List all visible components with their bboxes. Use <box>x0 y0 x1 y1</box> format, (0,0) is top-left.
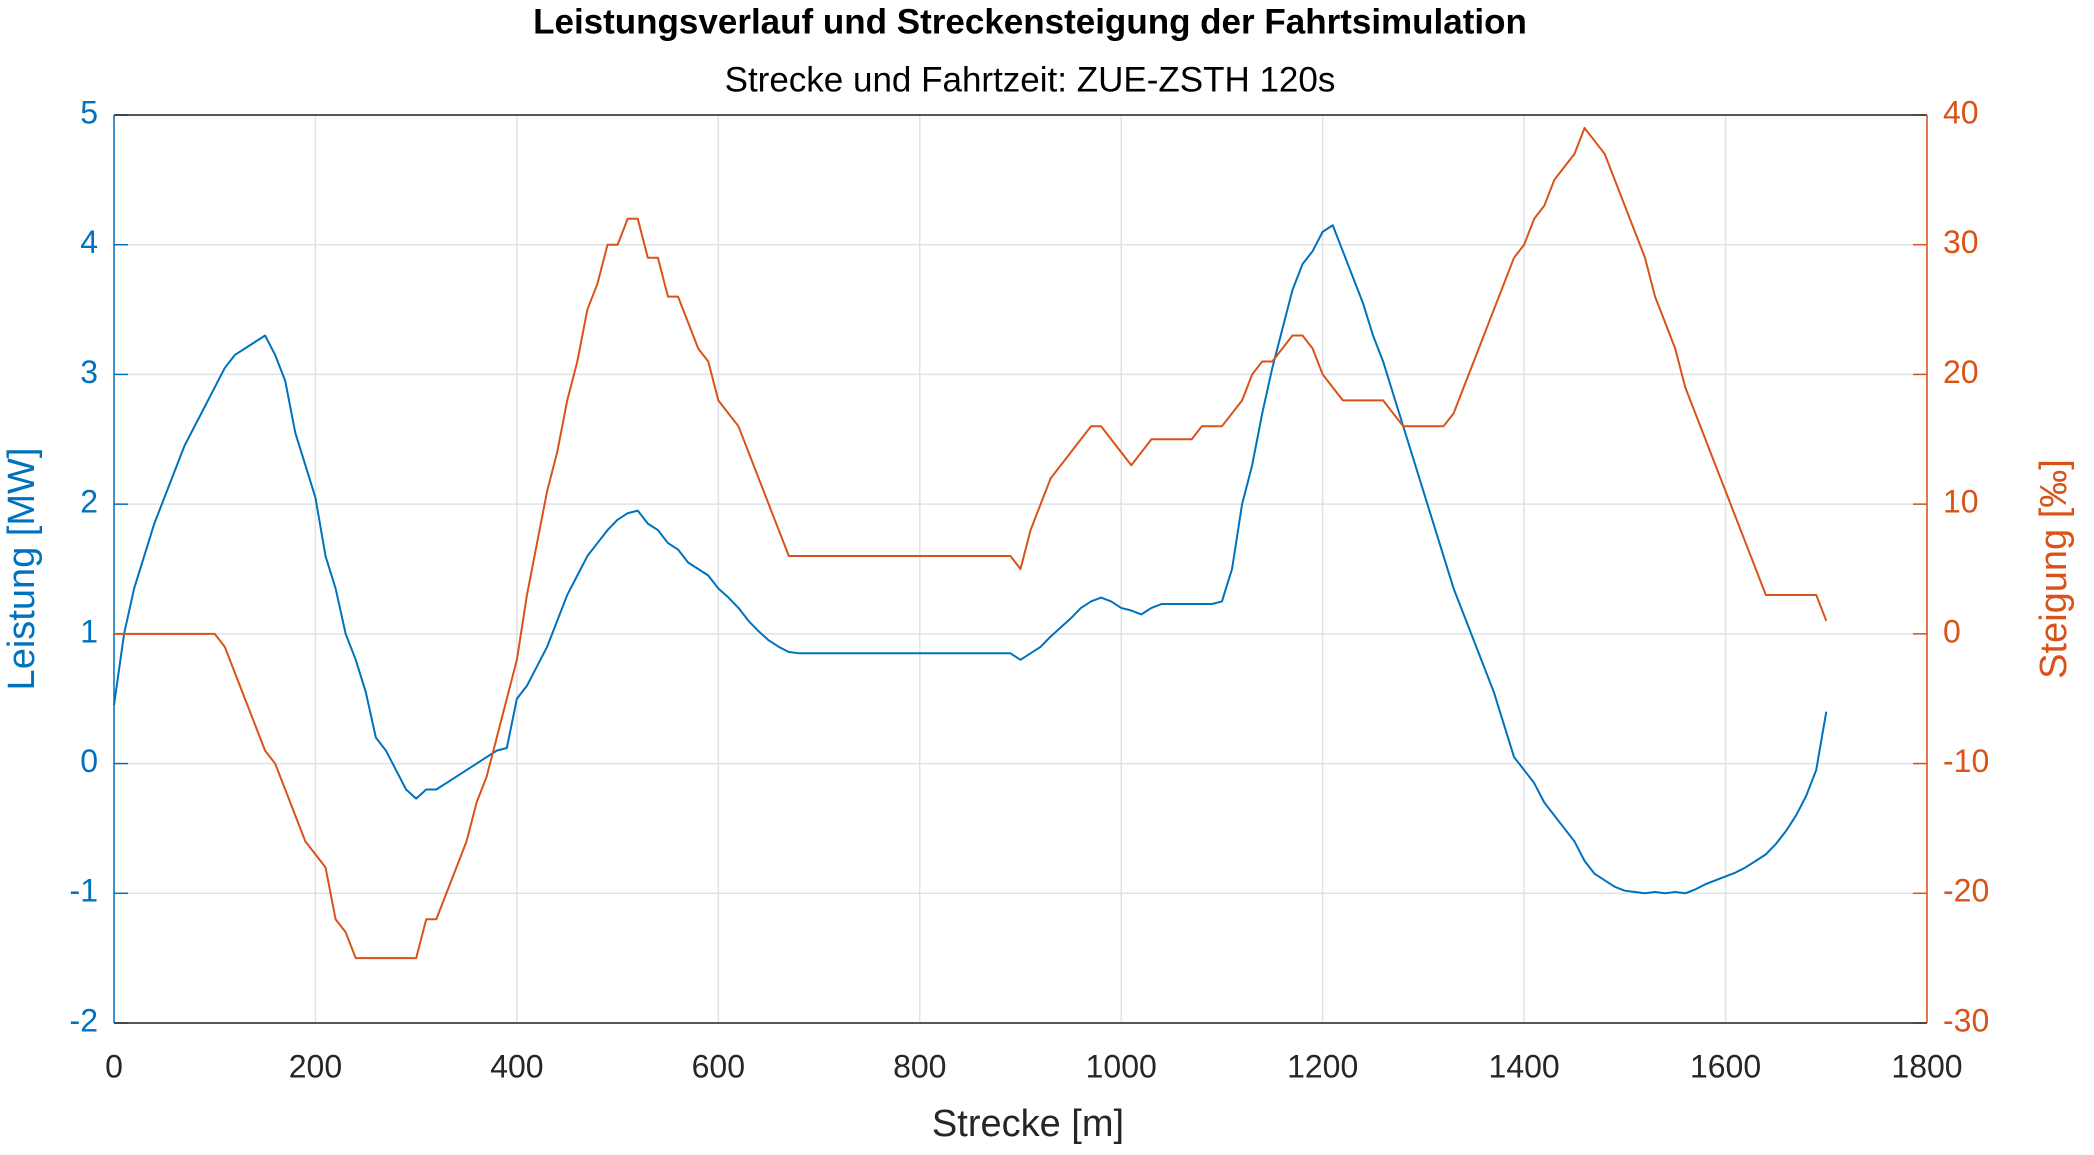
y2-tick-label: 20 <box>1943 354 1979 390</box>
y2-tick-label: 30 <box>1943 224 1979 260</box>
chart-subtitle: Strecke und Fahrtzeit: ZUE-ZSTH 120s <box>725 60 1336 99</box>
y-tick-label: -1 <box>70 873 98 909</box>
y-tick-label: -2 <box>70 1002 98 1038</box>
x-axis-label: Strecke [m] <box>932 1103 1124 1145</box>
x-tick-label: 200 <box>289 1048 342 1084</box>
x-tick-label: 1000 <box>1086 1048 1157 1084</box>
chart-title: Leistungsverlauf und Streckensteigung de… <box>533 2 1527 41</box>
data-line <box>114 126 1828 960</box>
x-tick-label: 1200 <box>1287 1048 1358 1084</box>
y-tick-label: 5 <box>80 94 98 130</box>
x-tick-label: 1800 <box>1891 1048 1962 1084</box>
x-tick-label: 0 <box>105 1048 123 1084</box>
y2-tick-label: 10 <box>1943 484 1979 520</box>
y-tick-label: 0 <box>80 743 98 779</box>
x-tick-label: 1400 <box>1489 1048 1560 1084</box>
x-tick-label: 1600 <box>1690 1048 1761 1084</box>
y2-tick-label: -30 <box>1943 1002 1989 1038</box>
y2-tick-label: -10 <box>1943 743 1989 779</box>
y2-tick-label: -20 <box>1943 873 1989 909</box>
y-tick-label: 3 <box>80 354 98 390</box>
y-tick-label: 4 <box>80 224 98 260</box>
y-tick-label: 2 <box>80 484 98 520</box>
y-axis-label: Leistung [MW] <box>1 448 43 691</box>
y2-tick-label: 40 <box>1943 94 1979 130</box>
x-tick-label: 400 <box>490 1048 543 1084</box>
y-tick-label: 1 <box>80 613 98 649</box>
data-line <box>113 224 1828 895</box>
y2-axis-label: Steigung [‰] <box>2033 459 2075 679</box>
x-tick-label: 800 <box>893 1048 946 1084</box>
y2-tick-label: 0 <box>1943 613 1961 649</box>
x-tick-label: 600 <box>692 1048 745 1084</box>
